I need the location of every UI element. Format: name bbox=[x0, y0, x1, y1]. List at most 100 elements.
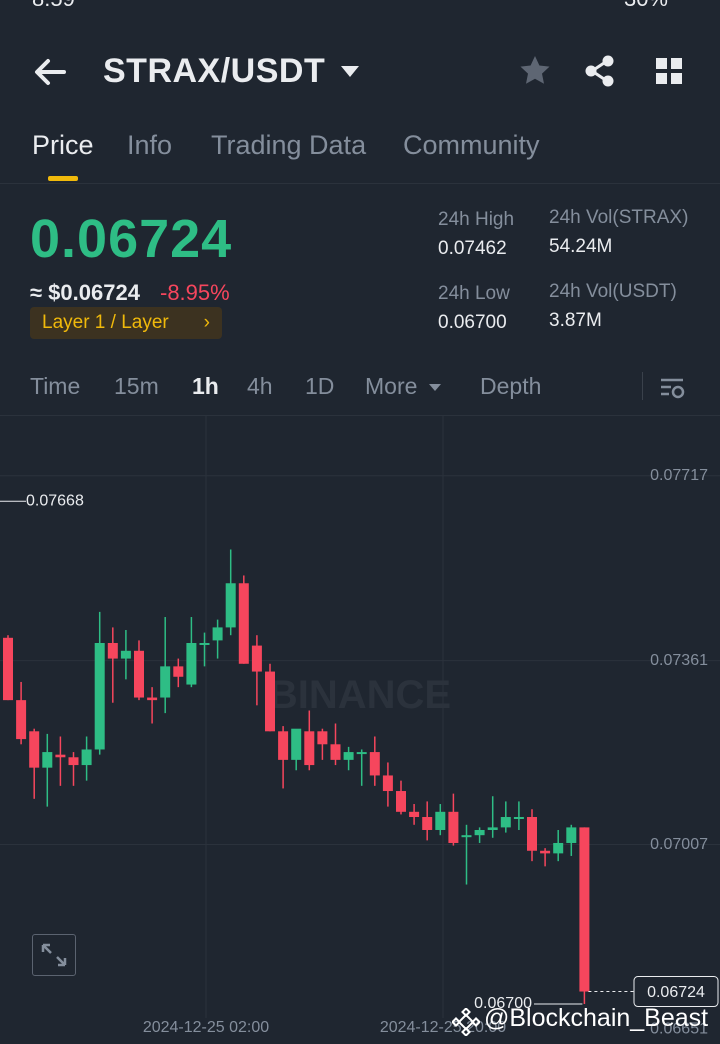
candle-body bbox=[579, 827, 590, 992]
candle-body bbox=[356, 752, 367, 755]
chart-settings-icon[interactable] bbox=[658, 374, 686, 402]
candle-body bbox=[291, 728, 302, 760]
candle-body bbox=[16, 700, 27, 740]
candle bbox=[461, 824, 472, 885]
candle bbox=[356, 749, 367, 786]
high-marker-label: 0.07668 bbox=[26, 492, 84, 509]
y-tick-label: 0.06651 bbox=[650, 1021, 708, 1038]
candle-body bbox=[461, 835, 472, 838]
expand-icon bbox=[41, 943, 67, 967]
y-tick-label: 0.07717 bbox=[650, 467, 708, 484]
candle bbox=[540, 848, 551, 867]
credit-watermark: @Blockchain_Beast bbox=[484, 1004, 709, 1032]
candle-body bbox=[422, 817, 433, 830]
candle bbox=[278, 726, 289, 789]
last-price: 0.06724 bbox=[30, 209, 233, 269]
interval-1d[interactable]: 1D bbox=[305, 373, 335, 399]
candle bbox=[120, 630, 131, 680]
back-arrow-icon[interactable] bbox=[30, 52, 70, 92]
candle bbox=[55, 736, 66, 786]
candle bbox=[330, 723, 341, 766]
pair-header: STRAX/USDT bbox=[0, 40, 720, 104]
price-usd: ≈ $0.06724 bbox=[30, 280, 140, 305]
tab-community[interactable]: Community bbox=[403, 130, 540, 160]
candle-body bbox=[55, 754, 66, 758]
status-bar: 8:59 30% bbox=[0, 0, 720, 14]
binance-logo-icon bbox=[452, 1008, 480, 1036]
candle bbox=[238, 575, 249, 664]
chevron-right-icon: › bbox=[203, 312, 210, 333]
candle-body bbox=[199, 642, 210, 645]
chart-watermark: BINANCE bbox=[269, 673, 451, 717]
interval-more[interactable]: More bbox=[365, 373, 442, 400]
candle-body bbox=[173, 666, 184, 677]
interval-15m[interactable]: 15m bbox=[114, 373, 159, 399]
interval-bar: Time 15m 1h 4h 1D More Depth bbox=[0, 360, 720, 416]
candle bbox=[513, 801, 524, 830]
favorite-star-icon[interactable] bbox=[518, 54, 552, 88]
candle-body bbox=[330, 744, 341, 760]
tab-trading-data[interactable]: Trading Data bbox=[211, 130, 367, 160]
candle bbox=[199, 632, 210, 667]
pair-title[interactable]: STRAX/USDT bbox=[103, 52, 326, 90]
grid-menu-icon[interactable] bbox=[654, 56, 684, 86]
candle bbox=[251, 635, 262, 706]
candle-body bbox=[343, 752, 354, 760]
interval-depth[interactable]: Depth bbox=[480, 373, 542, 399]
candle-body bbox=[448, 811, 459, 843]
candle-body bbox=[382, 775, 393, 792]
candle-body bbox=[29, 731, 40, 768]
candle bbox=[343, 746, 354, 771]
fullscreen-button[interactable] bbox=[32, 934, 76, 976]
section-tabs: Price Info Trading Data Community bbox=[0, 120, 720, 184]
vol-quote-label: 24h Vol(USDT) bbox=[549, 281, 677, 302]
candle bbox=[422, 801, 433, 841]
candle bbox=[369, 736, 380, 786]
candle-body bbox=[238, 583, 249, 664]
y-tick-label: 0.07007 bbox=[650, 836, 708, 853]
candle bbox=[225, 549, 236, 636]
x-tick-label: 2024-12-25 02:00 bbox=[143, 1019, 269, 1036]
candle bbox=[396, 780, 406, 815]
candle-body bbox=[186, 642, 197, 685]
interval-more-label: More bbox=[365, 373, 418, 399]
candle bbox=[291, 728, 302, 771]
candle bbox=[566, 824, 577, 856]
candle-body bbox=[3, 637, 13, 701]
y-axis: 0.07717 0.07361 0.07007 0.06651 bbox=[650, 467, 708, 1038]
candle-body bbox=[107, 642, 118, 659]
candle bbox=[212, 619, 223, 659]
candle-body bbox=[147, 697, 158, 701]
current-price-label: 0.06724 bbox=[647, 984, 705, 1001]
candle bbox=[409, 804, 420, 825]
candle-body bbox=[278, 731, 289, 760]
caret-down-icon[interactable] bbox=[340, 64, 360, 78]
candle-body bbox=[500, 817, 511, 828]
category-tag[interactable]: Layer 1 / Layer › bbox=[30, 307, 222, 339]
candlestick-chart[interactable]: BINANCE 0.07717 0.07361 0.07007 0.06651 202… bbox=[0, 416, 720, 1044]
candle bbox=[448, 793, 459, 846]
price-change: -8.95% bbox=[160, 280, 230, 305]
candle-body bbox=[566, 827, 577, 843]
candle bbox=[579, 827, 590, 1005]
candle-body bbox=[134, 650, 144, 698]
tab-info[interactable]: Info bbox=[127, 130, 173, 160]
interval-time[interactable]: Time bbox=[30, 373, 81, 399]
candle bbox=[3, 635, 13, 701]
candle-body bbox=[304, 731, 315, 766]
candle-body bbox=[225, 583, 236, 628]
high-label: 24h High bbox=[438, 209, 515, 230]
interval-4h[interactable]: 4h bbox=[247, 373, 273, 399]
tab-price[interactable]: Price bbox=[32, 130, 94, 160]
candle-body bbox=[527, 817, 537, 851]
candle bbox=[553, 829, 564, 862]
candle-body bbox=[81, 749, 92, 766]
candle-body bbox=[487, 827, 498, 830]
candle-body bbox=[409, 811, 420, 818]
interval-1h[interactable]: 1h bbox=[192, 373, 219, 399]
candle-body bbox=[251, 645, 262, 672]
candle bbox=[42, 733, 53, 807]
vol-base-value: 54.24M bbox=[549, 236, 613, 257]
chart-grid bbox=[0, 416, 720, 1018]
share-icon[interactable] bbox=[583, 54, 617, 88]
